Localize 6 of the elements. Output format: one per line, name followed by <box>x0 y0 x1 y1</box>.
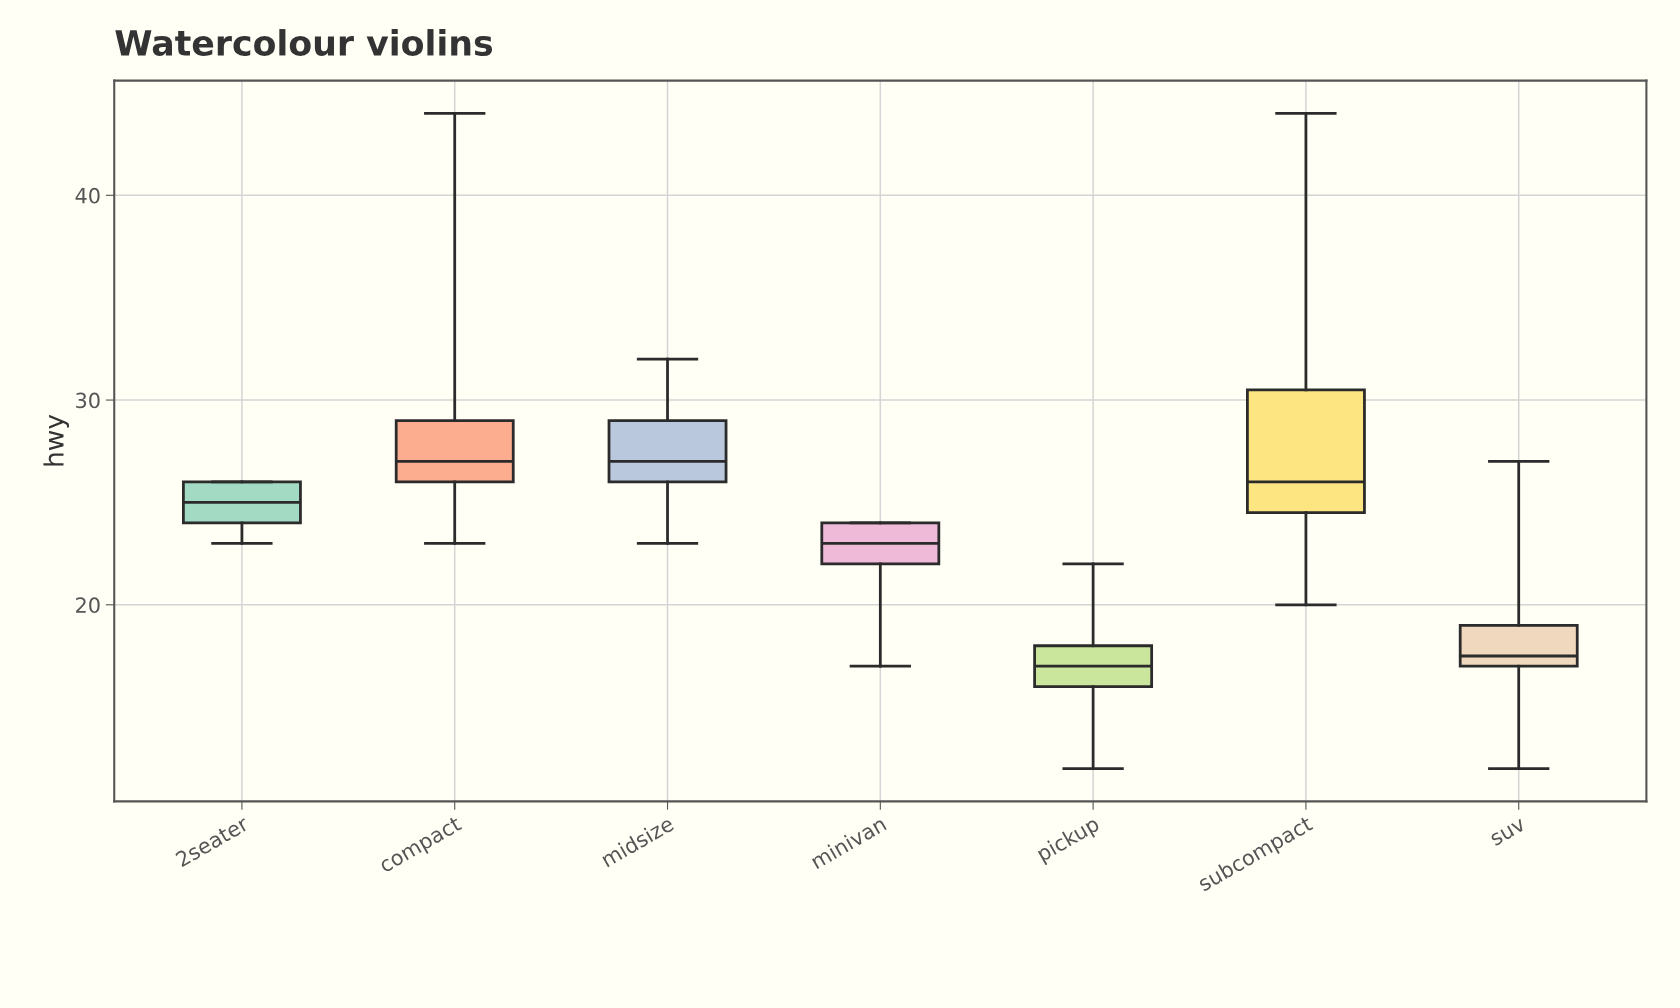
y-axis-title: hwy <box>43 414 69 466</box>
y-tick-label: 40 <box>75 187 100 204</box>
y-tick-label: 30 <box>76 392 100 409</box>
chart-title: Watercolour violins <box>115 29 493 56</box>
x-tick-label: suv <box>1490 818 1527 847</box>
y-tick-label: 20 <box>76 597 100 614</box>
